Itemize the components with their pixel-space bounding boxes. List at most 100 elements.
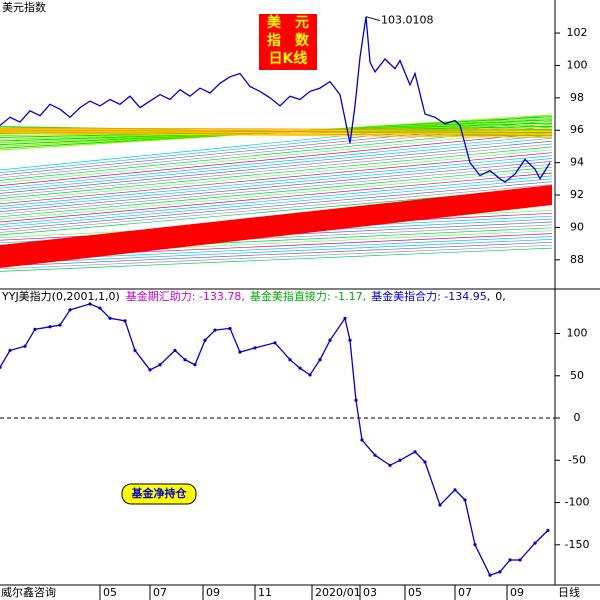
point (23, 344, 27, 348)
source: 威尔鑫咨询 (1, 585, 56, 599)
period: 日线 (558, 585, 580, 599)
y-tick-label: -50 (568, 453, 586, 466)
point (228, 326, 232, 331)
point (423, 460, 427, 464)
point (108, 316, 112, 320)
point (273, 341, 277, 345)
point (0, 365, 2, 369)
point (508, 558, 512, 562)
x-tick-label: 09 (206, 586, 220, 599)
ma-line (0, 178, 553, 228)
ma-line (0, 247, 553, 272)
legend-entry: 基金美指直接力: -1.17, (250, 289, 366, 303)
ma-line (0, 134, 553, 189)
ma-line (0, 181, 553, 231)
ma-line (0, 127, 553, 131)
point (8, 348, 12, 353)
ma-line (0, 169, 553, 220)
ma-line (0, 241, 553, 267)
point (148, 368, 152, 372)
y-tick-label: 94 (570, 156, 584, 169)
ma-line (0, 163, 553, 215)
point (438, 503, 442, 507)
point (308, 373, 312, 377)
point (158, 363, 162, 367)
point (518, 558, 522, 562)
y-tick-label: 0 (574, 411, 581, 424)
point (413, 450, 417, 454)
point (373, 453, 377, 457)
y-tick-label: 98 (570, 91, 584, 104)
legend-entry: 0, (495, 290, 506, 303)
point (298, 366, 302, 370)
point (88, 302, 92, 306)
point (288, 358, 292, 362)
point (253, 346, 257, 350)
x-tick-label: 11 (258, 586, 272, 599)
point (328, 338, 332, 342)
point (546, 528, 550, 533)
badge-text: 日K线 (269, 50, 308, 67)
y-tick-label: -100 (565, 496, 590, 509)
point (354, 398, 358, 402)
badge-text: 美 元 (267, 14, 309, 31)
x-tick-label: 09 (510, 586, 524, 599)
point (203, 338, 207, 342)
point (343, 316, 347, 320)
y-tick-label: 102 (567, 26, 588, 39)
point (453, 488, 457, 492)
legend-entry: 基金期汇助力: -133.78, (126, 289, 245, 303)
ma-line (0, 129, 553, 134)
legend: 基金期汇助力: -133.78, 基金美指直接力: -1.17, 基金美指合力: -… (126, 289, 506, 303)
ma-line (0, 172, 553, 223)
ma-line (0, 132, 553, 138)
point (348, 338, 352, 342)
point (318, 358, 322, 362)
ma-line (0, 155, 553, 207)
legend-entry: 基金美指合力: -134.95, (371, 289, 490, 303)
ma-line (0, 239, 553, 264)
x-tick-label: 2020/01 (315, 586, 361, 599)
annotation-leader (365, 16, 381, 22)
y-tick-label: -150 (565, 538, 590, 551)
badge-box (259, 14, 317, 70)
ma-line (0, 137, 553, 192)
chart-title: 美元指数 (2, 0, 46, 14)
point (48, 325, 52, 329)
point (473, 543, 477, 547)
x-tick-label: 07 (458, 586, 472, 599)
legend-title: YYJ美指力(0,2001,1,0) (1, 289, 120, 303)
ma-line (0, 184, 553, 233)
ma-line (0, 128, 553, 132)
point (173, 348, 177, 353)
ma-line (0, 244, 553, 270)
annotation: 103.0108 (381, 14, 434, 27)
x-tick-label: 07 (153, 586, 167, 599)
y-tick-label: 88 (570, 253, 584, 266)
ma-line (0, 152, 553, 205)
point (183, 358, 187, 362)
point (238, 350, 242, 354)
y-tick-label: 50 (570, 369, 584, 382)
point (533, 541, 537, 545)
point (360, 438, 364, 442)
point (398, 458, 402, 462)
point (68, 308, 72, 312)
x-tick-label: 03 (363, 586, 377, 599)
point (33, 327, 37, 331)
ma-line (0, 175, 553, 225)
y-tick-label: 100 (567, 58, 588, 71)
ma-line (0, 130, 553, 135)
moving-average-fans (0, 114, 553, 272)
badge-text: 指 数 (267, 32, 310, 49)
ma-line (0, 166, 553, 218)
ma-line (0, 132, 553, 186)
point (488, 573, 492, 577)
ma-line (0, 149, 553, 202)
y-tick-label: 90 (570, 220, 584, 233)
ma-band (0, 185, 552, 268)
x-tick-label: 05 (408, 586, 422, 599)
ma-line (0, 140, 553, 194)
point (388, 463, 392, 467)
